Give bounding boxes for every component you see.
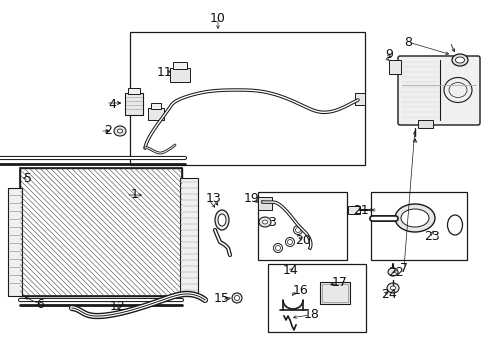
Bar (151, 103, 161, 109)
Text: 22: 22 (387, 266, 403, 279)
Ellipse shape (259, 217, 270, 227)
Bar (267, 264, 365, 332)
Text: 18: 18 (304, 309, 319, 321)
Text: 12: 12 (110, 301, 125, 314)
Text: 11: 11 (157, 67, 173, 80)
Ellipse shape (215, 210, 228, 230)
Ellipse shape (387, 268, 397, 276)
Text: 23: 23 (423, 230, 439, 243)
Text: 13: 13 (206, 192, 222, 204)
Text: 17: 17 (331, 276, 347, 289)
Bar (180, 178, 198, 296)
Text: 16: 16 (292, 284, 308, 297)
Bar (20, 168, 182, 296)
Ellipse shape (117, 129, 122, 133)
Bar (20, 168, 182, 296)
Text: 2: 2 (104, 125, 112, 138)
Text: 15: 15 (214, 292, 229, 305)
Text: 21: 21 (352, 203, 368, 216)
Bar (148, 108, 163, 120)
Text: 5: 5 (24, 171, 32, 184)
Text: 3: 3 (267, 216, 275, 229)
Ellipse shape (394, 204, 434, 232)
Ellipse shape (114, 126, 126, 136)
Ellipse shape (400, 209, 428, 227)
Bar (347, 206, 359, 214)
Ellipse shape (234, 296, 239, 301)
Bar (125, 93, 142, 115)
Bar (258, 197, 271, 210)
Text: 7: 7 (399, 261, 407, 274)
Ellipse shape (218, 214, 225, 226)
Bar (128, 88, 140, 94)
Bar (370, 192, 466, 260)
Ellipse shape (262, 220, 267, 224)
Text: 24: 24 (380, 288, 396, 302)
Text: 10: 10 (210, 12, 225, 24)
Bar (319, 282, 349, 304)
Bar (388, 60, 400, 74)
Bar (417, 120, 432, 128)
Ellipse shape (451, 54, 467, 66)
Text: 8: 8 (403, 36, 411, 49)
Bar (354, 93, 364, 105)
Text: 1: 1 (131, 189, 139, 202)
Bar (258, 192, 346, 260)
Text: 14: 14 (283, 264, 298, 276)
FancyBboxPatch shape (397, 56, 479, 125)
Bar (170, 68, 190, 82)
Bar (321, 284, 347, 302)
Ellipse shape (386, 283, 398, 293)
Bar (130, 32, 364, 165)
Text: 4: 4 (108, 98, 116, 111)
Text: 6: 6 (36, 297, 44, 310)
Text: 9: 9 (384, 49, 392, 62)
Text: 19: 19 (244, 192, 259, 204)
Ellipse shape (231, 293, 242, 303)
Ellipse shape (390, 286, 395, 290)
Ellipse shape (454, 57, 464, 63)
Bar (8, 188, 22, 296)
Bar (173, 62, 186, 69)
Text: 20: 20 (294, 234, 310, 247)
